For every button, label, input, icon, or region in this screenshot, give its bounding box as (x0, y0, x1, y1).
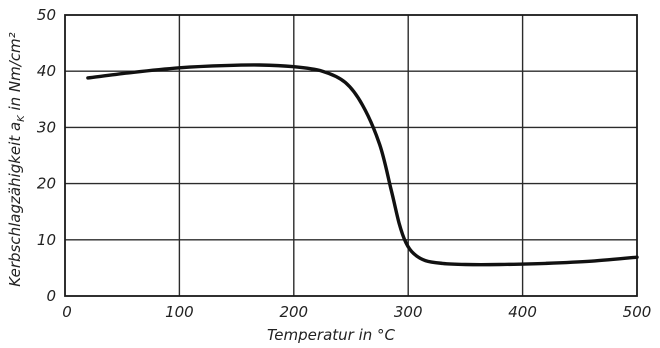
y-tick-label-50: 50 (37, 6, 56, 24)
y-axis-label-prefix: Kerbschlagzähigkeit a (6, 122, 24, 287)
y-tick-label-20: 20 (37, 175, 56, 193)
x-tick-label-200: 200 (279, 303, 308, 321)
x-tick-label-500: 500 (623, 303, 652, 321)
y-tick-label-0: 0 (46, 287, 56, 305)
x-tick-label-300: 300 (394, 303, 423, 321)
grid (65, 15, 637, 296)
tick-labels: 0 100 200 300 400 500 0 10 20 30 40 50 (37, 6, 651, 321)
y-tick-label-30: 30 (37, 118, 56, 136)
y-axis-label-unit: in Nm/cm² (6, 32, 24, 115)
y-axis-label: Kerbschlagzähigkeit aK in Nm/cm² (6, 32, 27, 286)
y-axis-label-subscript: K (16, 114, 27, 122)
x-tick-label-400: 400 (508, 303, 537, 321)
y-tick-label-40: 40 (37, 62, 56, 80)
x-tick-label-0: 0 (62, 303, 72, 321)
x-tick-label-100: 100 (165, 303, 194, 321)
plot-frame (64, 14, 638, 297)
x-axis-label: Temperatur in °C (267, 326, 396, 344)
y-tick-label-10: 10 (37, 231, 56, 249)
series-line (86, 63, 639, 267)
